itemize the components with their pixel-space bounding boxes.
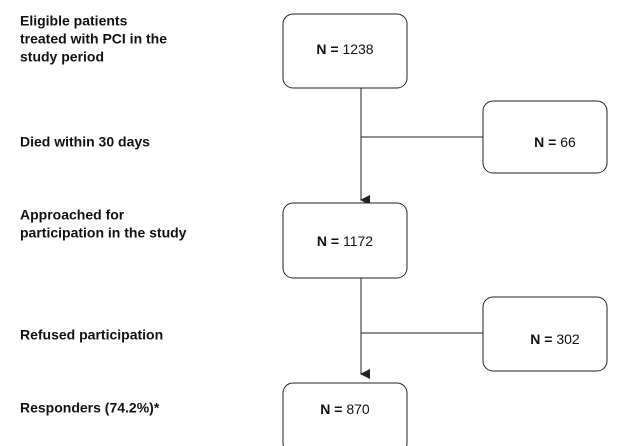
count-prefix: N = — [317, 233, 339, 249]
step-label: study period — [20, 49, 104, 65]
step-label: treated with PCI in the — [20, 31, 167, 47]
count-prefix: N = — [316, 41, 338, 57]
count-value: 870 — [346, 401, 370, 417]
count-prefix: N = — [534, 134, 556, 150]
box — [282, 382, 408, 446]
count-value: 302 — [556, 331, 580, 347]
step-label: participation in the study — [20, 225, 187, 241]
count-text: N = 870 — [320, 401, 370, 417]
box — [282, 13, 408, 89]
box — [482, 100, 608, 174]
step-label: Responders (74.2%)* — [20, 400, 160, 416]
step-label: Died within 30 days — [20, 134, 150, 150]
count-text: N = 1238 — [316, 41, 373, 57]
count-prefix: N = — [530, 331, 552, 347]
step-label: Approached for — [20, 207, 125, 223]
box — [482, 296, 608, 372]
count-value: 1172 — [343, 233, 373, 249]
count-value: 66 — [560, 134, 576, 150]
count-prefix: N = — [320, 401, 342, 417]
count-text: N = 66 — [534, 134, 576, 150]
count-text: N = 1172 — [317, 233, 373, 249]
count-text: N = 302 — [530, 331, 580, 347]
count-value: 1238 — [342, 41, 373, 57]
box — [282, 202, 408, 279]
step-label: Eligible patients — [20, 13, 128, 29]
step-label: Refused participation — [20, 327, 163, 343]
